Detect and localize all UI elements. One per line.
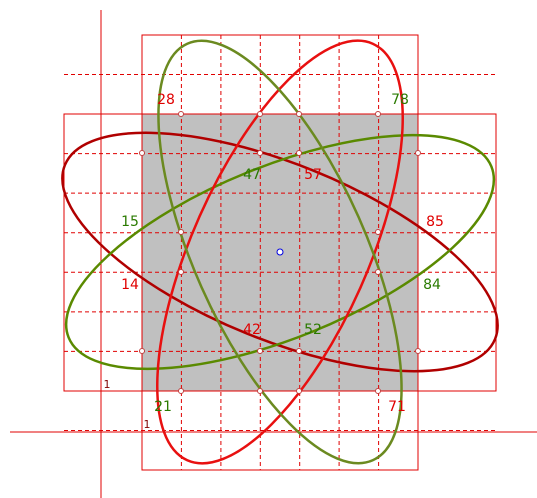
point — [296, 348, 302, 354]
point — [375, 269, 381, 275]
point — [296, 388, 302, 394]
point — [375, 229, 381, 235]
green-ellipse-tall — [157, 39, 403, 465]
center-point — [276, 248, 284, 256]
red-ellipse-wide — [61, 131, 499, 373]
point — [415, 150, 421, 156]
point — [296, 111, 302, 117]
point — [178, 111, 184, 117]
point-label: 21 — [154, 399, 172, 415]
point-label: 42 — [243, 322, 261, 338]
labels: 28 78 47 57 15 85 14 84 42 52 21 71 — [121, 92, 444, 415]
point — [375, 111, 381, 117]
point — [257, 348, 263, 354]
tall-rect — [141, 34, 419, 471]
point-label: 28 — [157, 92, 175, 108]
ellipses — [61, 39, 499, 465]
point — [257, 150, 263, 156]
point — [296, 150, 302, 156]
point — [178, 388, 184, 394]
point-label: 78 — [391, 92, 409, 108]
point — [415, 348, 421, 354]
point — [257, 388, 263, 394]
point-label: 57 — [304, 167, 322, 183]
red-ellipse-tall — [156, 39, 404, 465]
point — [257, 111, 263, 117]
point — [139, 150, 145, 156]
point-label: 52 — [304, 322, 322, 338]
point-label: 47 — [243, 167, 261, 183]
wide-rect — [63, 113, 497, 392]
point-label: 85 — [426, 214, 444, 230]
point — [178, 229, 184, 235]
point — [375, 388, 381, 394]
point-label: 14 — [121, 277, 139, 293]
axis-mark: 1 — [104, 378, 111, 391]
green-ellipse-wide — [64, 133, 496, 371]
axis-mark: 1 — [144, 418, 151, 431]
point — [178, 269, 184, 275]
point — [139, 348, 145, 354]
point-label: 15 — [121, 214, 139, 230]
point-label: 84 — [423, 277, 441, 293]
points — [139, 111, 421, 394]
point-label: 71 — [388, 399, 406, 415]
